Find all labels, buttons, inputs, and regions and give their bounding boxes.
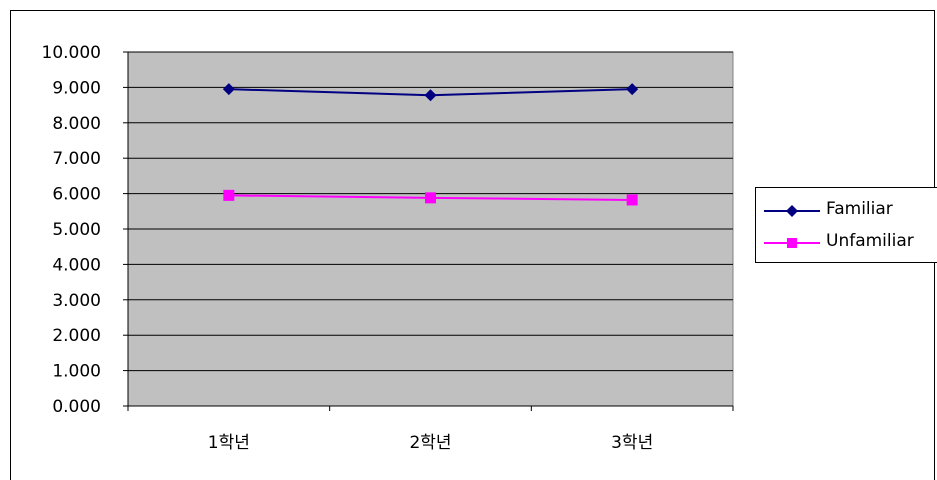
unfamiliar-line-icon [764, 238, 820, 248]
x-tick-label: 3학년 [611, 433, 653, 453]
y-tick-labels: 0.000 1.000 2.000 3.000 4.000 5.000 6.000 7.000… [42, 43, 101, 417]
data-point [424, 89, 437, 102]
legend-item-familiar: Familiar [762, 198, 934, 224]
series-familiar [222, 83, 639, 102]
y-tick-label: 10.000 [42, 43, 101, 63]
series-unfamiliar [223, 189, 638, 206]
y-tick-label: 4.000 [52, 255, 101, 275]
legend-label-unfamiliar: Unfamiliar [826, 231, 914, 251]
data-point [222, 83, 235, 96]
y-tick-label: 6.000 [52, 185, 101, 205]
x-tick-label: 2학년 [409, 433, 451, 453]
data-point [626, 194, 638, 206]
y-tick-label: 7.000 [52, 149, 101, 169]
data-point [626, 83, 639, 96]
axes [127, 52, 734, 411]
familiar-line-icon [764, 205, 820, 217]
y-tick-label: 1.000 [52, 362, 101, 382]
y-tick-label: 2.000 [52, 326, 101, 346]
x-tick-label: 1학년 [208, 433, 250, 453]
legend-item-unfamiliar: Unfamiliar [762, 230, 934, 256]
y-tick-label: 0.000 [52, 397, 101, 417]
y-tick-label: 8.000 [52, 114, 101, 134]
y-tick-label: 9.000 [52, 78, 101, 98]
y-tick-label: 5.000 [52, 220, 101, 240]
series [222, 83, 639, 206]
x-tick-labels: 1학년 2학년 3학년 [208, 433, 653, 453]
legend-label-familiar: Familiar [826, 199, 893, 219]
data-point [425, 192, 436, 204]
data-point [223, 189, 235, 201]
legend: Familiar Unfamiliar [755, 187, 937, 263]
y-tick-label: 3.000 [52, 291, 101, 311]
